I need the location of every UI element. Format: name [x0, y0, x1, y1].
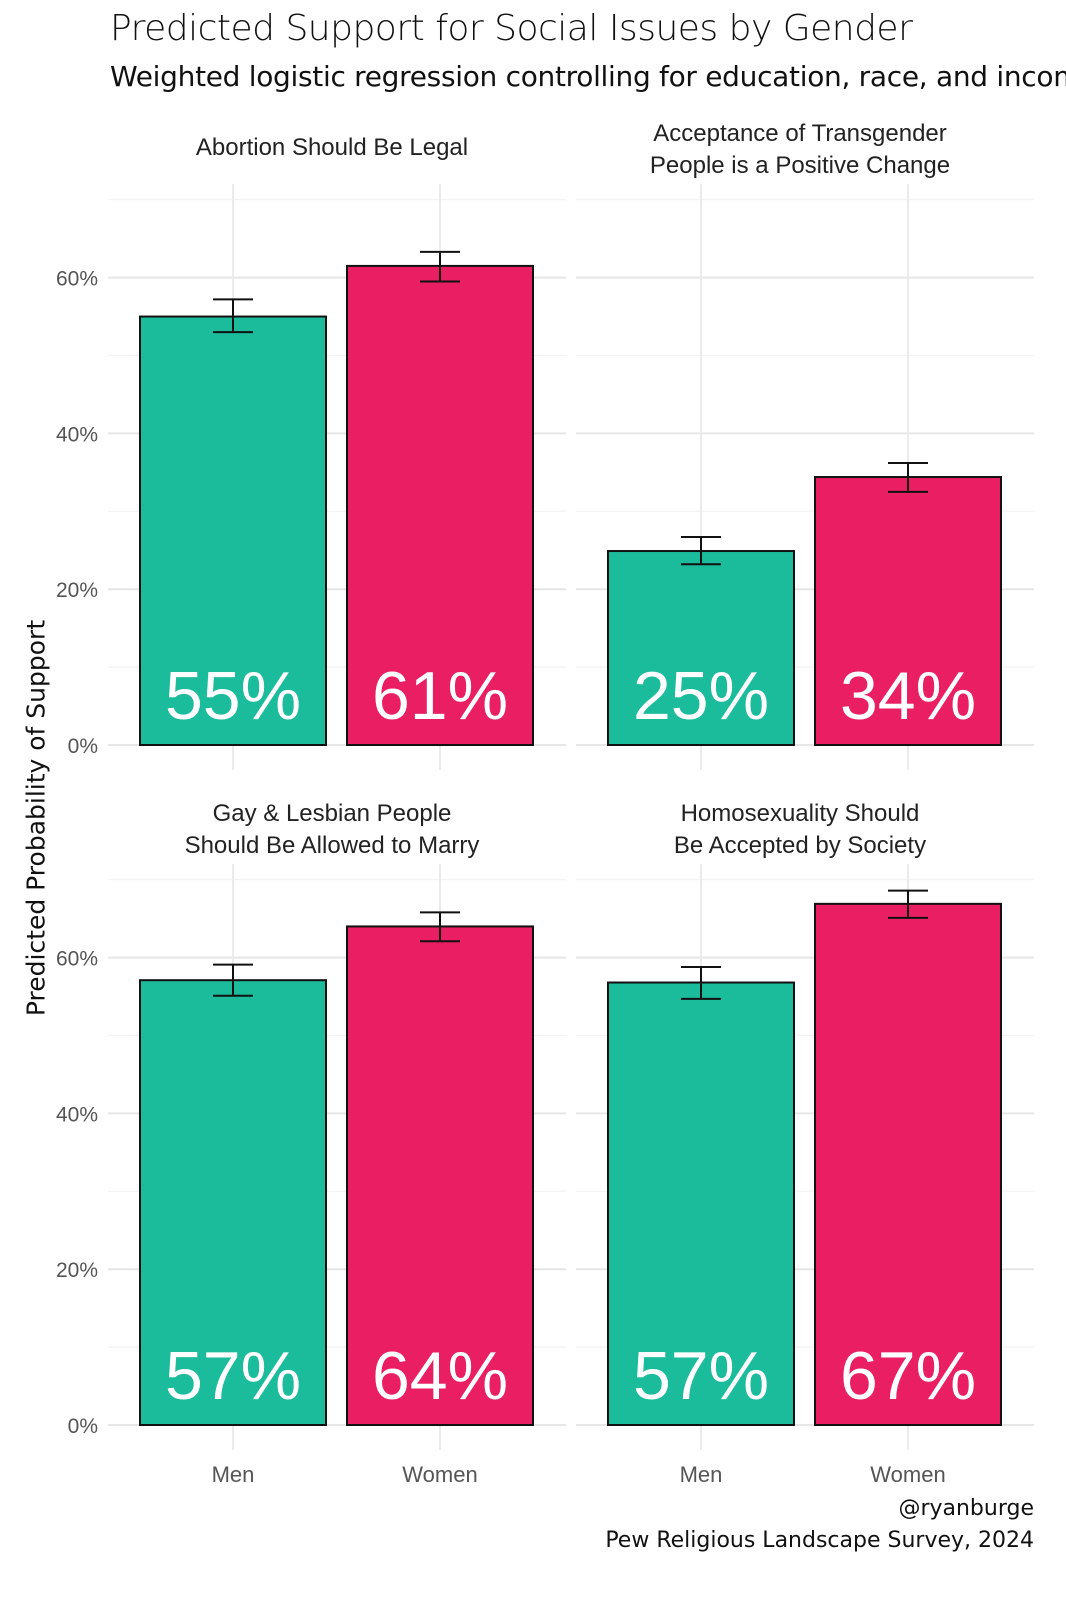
facet-title-line: Homosexuality Should — [681, 800, 920, 827]
facet-title-line: People is a Positive Change — [650, 152, 950, 179]
facet-title-line: Gay & Lesbian People — [213, 800, 452, 827]
bar-women — [346, 264, 534, 746]
panel-2: Acceptance of Transgender People is a Pos… — [576, 120, 1034, 770]
bar-women — [814, 476, 1002, 746]
caption-author: @ryanburge — [898, 1496, 1034, 1521]
x-tick-label: Women — [870, 1462, 945, 1487]
y-tick-label: 40% — [56, 1103, 98, 1126]
bar-value-label: 67% — [840, 1338, 976, 1414]
bar-value-label: 55% — [165, 658, 301, 734]
facet-title-line: Be Accepted by Society — [674, 832, 926, 859]
panel-4: Homosexuality Should Be Accepted by Socie… — [576, 800, 1034, 1487]
bar-value-label: 57% — [633, 1338, 769, 1414]
bar-men — [139, 979, 327, 1426]
bar-value-label: 25% — [633, 658, 769, 734]
y-tick-label: 60% — [56, 268, 98, 291]
y-tick-label: 0% — [68, 1415, 98, 1438]
x-tick-label: Men — [680, 1462, 723, 1487]
facet-title-line: Should Be Allowed to Marry — [185, 832, 480, 859]
bar-value-label: 61% — [372, 658, 508, 734]
y-tick-label: 20% — [56, 579, 98, 602]
x-tick-label: Men — [212, 1462, 255, 1487]
bar-men — [139, 315, 327, 746]
chart-title: Predicted Support for Social Issues by G… — [110, 8, 913, 49]
bar-men — [607, 981, 795, 1426]
y-tick-label: 40% — [56, 423, 98, 446]
y-tick-label: 60% — [56, 948, 98, 971]
y-tick-label: 20% — [56, 1259, 98, 1282]
bar-value-label: 57% — [165, 1338, 301, 1414]
panel-1: Abortion Should Be Legal 0% 20% 40% 60% 55% 61… — [56, 134, 566, 770]
y-tick-label: 0% — [68, 735, 98, 758]
bar-value-label: 34% — [840, 658, 976, 734]
bar-value-label: 64% — [372, 1338, 508, 1414]
bar-men — [607, 550, 795, 746]
caption-source: Pew Religious Landscape Survey, 2024 — [605, 1528, 1034, 1553]
facet-title-line: Abortion Should Be Legal — [196, 134, 468, 161]
chart-subtitle: Weighted logistic regression controlling… — [110, 60, 1066, 93]
facet-title-line: Acceptance of Transgender — [653, 120, 947, 147]
x-tick-label: Women — [402, 1462, 477, 1487]
panel-3: Gay & Lesbian People Should Be Allowed to… — [56, 800, 566, 1487]
bar-women — [814, 902, 1002, 1426]
bar-women — [346, 925, 534, 1426]
